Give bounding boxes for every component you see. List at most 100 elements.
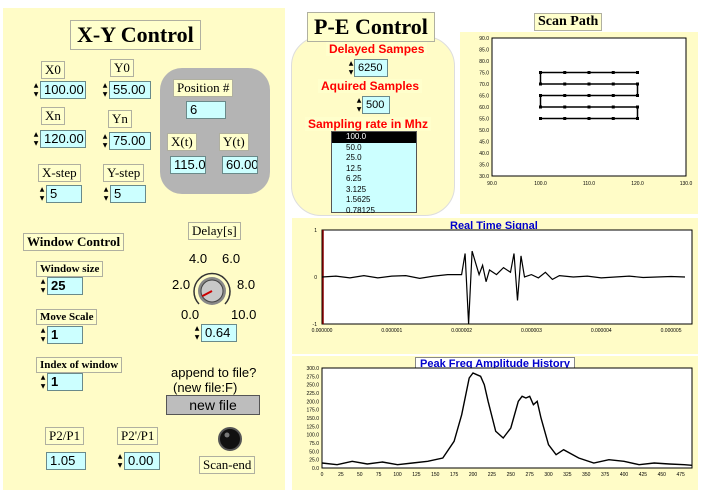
scan-point <box>563 71 567 74</box>
peak-y-tick-label: 100.0 <box>306 433 319 439</box>
window-size-label: Window size <box>36 261 104 277</box>
peak-y-tick-label: 75.0 <box>309 441 319 447</box>
peak-x-tick-label: 350 <box>582 472 591 478</box>
sampling-rate-option[interactable]: 3.125 <box>346 184 367 194</box>
y0-label: Y0 <box>110 59 134 77</box>
scan-point <box>611 105 615 109</box>
sampling-rate-option[interactable]: 25.0 <box>346 153 362 162</box>
delay-spinner[interactable]: ▲ ▼ <box>194 325 200 341</box>
move-scale-field[interactable]: 1 <box>47 326 83 344</box>
scan-x-tick-label: 100.0 <box>534 181 547 187</box>
delayed-samples-spinner[interactable]: ▲ ▼ <box>348 60 354 76</box>
scan-point <box>563 82 567 86</box>
window-size-field[interactable]: 25 <box>47 277 83 295</box>
scan-y-tick-label: 60.0 <box>479 105 489 111</box>
delay-knob[interactable] <box>192 270 232 310</box>
sampling-rate-option[interactable]: 1.5625 <box>346 195 371 204</box>
peak-amplitude-line <box>321 372 693 466</box>
xn-spinner[interactable]: ▲ ▼ <box>33 131 39 147</box>
peak-x-tick-label: 250 <box>507 472 516 478</box>
sampling-rate-option[interactable]: 6.25 <box>346 174 362 183</box>
ystep-spinner[interactable]: ▲ ▼ <box>103 186 109 202</box>
peak-x-tick-label: 100 <box>393 472 402 478</box>
acquired-samples-field[interactable]: 500 <box>362 96 390 114</box>
window-size-spinner[interactable]: ▲ ▼ <box>40 278 46 294</box>
delay-knob-pointer <box>201 290 213 297</box>
sampling-rate-option[interactable]: 0.78125 <box>346 205 375 215</box>
position-label: Position # <box>173 79 234 97</box>
scan-point <box>539 105 542 109</box>
peak-plot-frame <box>321 367 693 469</box>
sampling-rate-list[interactable]: 100.0 50.0 25.0 12.5 6.25 3.125 1.5625 0.78125 <box>331 131 417 215</box>
delay-tick-0: 0.0 <box>181 307 200 322</box>
xstep-spinner[interactable]: ▲ ▼ <box>39 186 45 202</box>
delayed-samples-field[interactable]: 6250 <box>354 59 388 77</box>
y0-spinner[interactable]: ▲ ▼ <box>102 82 108 98</box>
scan-point <box>539 71 542 74</box>
realtime-x-tick-label: 0.000004 <box>591 328 612 334</box>
realtime-signal-line <box>321 250 686 325</box>
scan-x-tick-label: 120.0 <box>631 181 644 187</box>
sampling-rate-label: Sampling rate in Mhz <box>305 117 432 131</box>
peak-y-tick-label: 125.0 <box>306 424 319 430</box>
scan-y-tick-label: 55.0 <box>479 117 489 123</box>
scan-x-tick-label: 130.0 <box>680 181 693 187</box>
peak-x-tick-label: 125 <box>412 472 421 478</box>
peak-y-tick-label: 25.0 <box>309 458 319 464</box>
new-file-button[interactable]: new file <box>166 395 260 415</box>
scan-end-label: Scan-end <box>199 456 256 474</box>
x0-spinner[interactable]: ▲ ▼ <box>33 82 39 98</box>
delayed-samples-label: Delayed Sampes <box>326 42 428 56</box>
realtime-x-tick-label: 0.000001 <box>381 328 402 334</box>
index-window-label: Index of window <box>36 357 123 373</box>
realtime-x-tick-label: 0.000005 <box>661 328 682 334</box>
move-scale-spinner[interactable]: ▲ ▼ <box>40 327 46 343</box>
p2pp1-spinner[interactable]: ▲ ▼ <box>117 453 123 469</box>
peak-y-tick-label: 175.0 <box>306 408 319 414</box>
delay-field[interactable]: 0.64 <box>201 324 237 342</box>
scan-point <box>587 105 591 109</box>
sampling-rate-option[interactable]: 100.0 <box>332 132 416 143</box>
index-window-spinner[interactable]: ▲ ▼ <box>40 374 46 390</box>
xn-label: Xn <box>41 107 65 125</box>
realtime-x-tick-label: 0.000000 <box>312 328 333 334</box>
peak-x-tick-label: 150 <box>431 472 440 478</box>
peak-x-tick-label: 325 <box>563 472 572 478</box>
peak-y-tick-label: 275.0 <box>306 374 319 380</box>
xn-field[interactable]: 120.00 <box>40 130 86 148</box>
index-window-field[interactable]: 1 <box>47 373 83 391</box>
peak-x-tick-label: 175 <box>450 472 459 478</box>
p2pp1-field[interactable]: 0.00 <box>124 452 160 470</box>
yn-field[interactable]: 75.00 <box>109 132 151 150</box>
peak-y-tick-label: 250.0 <box>306 383 319 389</box>
sampling-rate-option[interactable]: 50.0 <box>346 142 362 152</box>
scan-point <box>563 117 567 120</box>
acquired-samples-label: Aquired Samples <box>318 79 423 93</box>
sampling-rate-option[interactable]: 12.5 <box>346 163 362 173</box>
acquired-samples-spinner[interactable]: ▲ ▼ <box>356 97 362 113</box>
move-scale-label: Move Scale <box>36 309 98 325</box>
scan-path-chart: 30.0 35.0 40.0 45.0 50.0 55.0 60.0 65.0 70.0 75.0… <box>479 36 693 187</box>
scan-point <box>636 117 639 120</box>
scan-y-tick-label: 75.0 <box>479 71 489 77</box>
scan-point <box>587 82 591 86</box>
scan-end-led[interactable] <box>217 426 243 452</box>
peak-x-tick-label: 200 <box>469 472 478 478</box>
scan-point <box>587 117 591 120</box>
xstep-field[interactable]: 5 <box>46 185 82 203</box>
peak-y-tick-label: 225.0 <box>306 391 319 397</box>
xy-control-title: X-Y Control <box>70 20 201 50</box>
ystep-field[interactable]: 5 <box>110 185 146 203</box>
x0-field[interactable]: 100.00 <box>40 81 86 99</box>
peak-x-tick-label: 400 <box>620 472 629 478</box>
peak-x-tick-label: 25 <box>338 472 344 478</box>
position-field: 6 <box>186 101 226 119</box>
yt-field: 60.00 <box>222 156 258 174</box>
y0-field[interactable]: 55.00 <box>109 81 151 99</box>
scan-point <box>611 82 615 86</box>
peak-x-tick-label: 75 <box>376 472 382 478</box>
peak-y-tick-label: 200.0 <box>306 399 319 405</box>
peak-x-tick-label: 450 <box>658 472 667 478</box>
xstep-label: X-step <box>38 164 81 182</box>
yn-spinner[interactable]: ▲ ▼ <box>102 133 108 149</box>
